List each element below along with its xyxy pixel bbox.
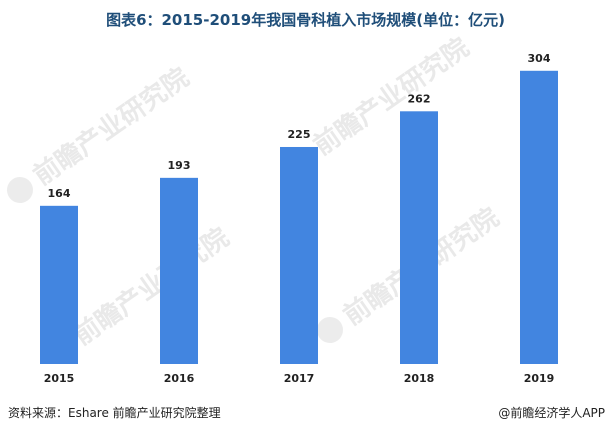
data-label-2019: 304 bbox=[528, 52, 551, 65]
data-label-2018: 262 bbox=[408, 92, 431, 105]
x-tick-label-2019: 2019 bbox=[524, 372, 555, 385]
bar-2015 bbox=[40, 205, 78, 364]
x-tick-label-2018: 2018 bbox=[404, 372, 435, 385]
bar-2018 bbox=[400, 111, 438, 364]
data-label-2015: 164 bbox=[48, 187, 71, 200]
chart-title: 图表6：2015-2019年我国骨科植入市场规模(单位：亿元) bbox=[106, 11, 505, 29]
source-note: 资料来源：Eshare 前瞻产业研究院整理 bbox=[8, 406, 221, 420]
x-tick-label-2016: 2016 bbox=[164, 372, 195, 385]
x-tick-label-2017: 2017 bbox=[284, 372, 315, 385]
credit-note: @前瞻经济学人APP bbox=[498, 406, 605, 420]
x-tick-label-2015: 2015 bbox=[44, 372, 75, 385]
bar-2016 bbox=[160, 177, 198, 364]
bar-2017 bbox=[280, 146, 318, 364]
data-label-2017: 225 bbox=[288, 128, 311, 141]
bar-2019 bbox=[520, 70, 558, 364]
data-label-2016: 193 bbox=[168, 159, 191, 172]
